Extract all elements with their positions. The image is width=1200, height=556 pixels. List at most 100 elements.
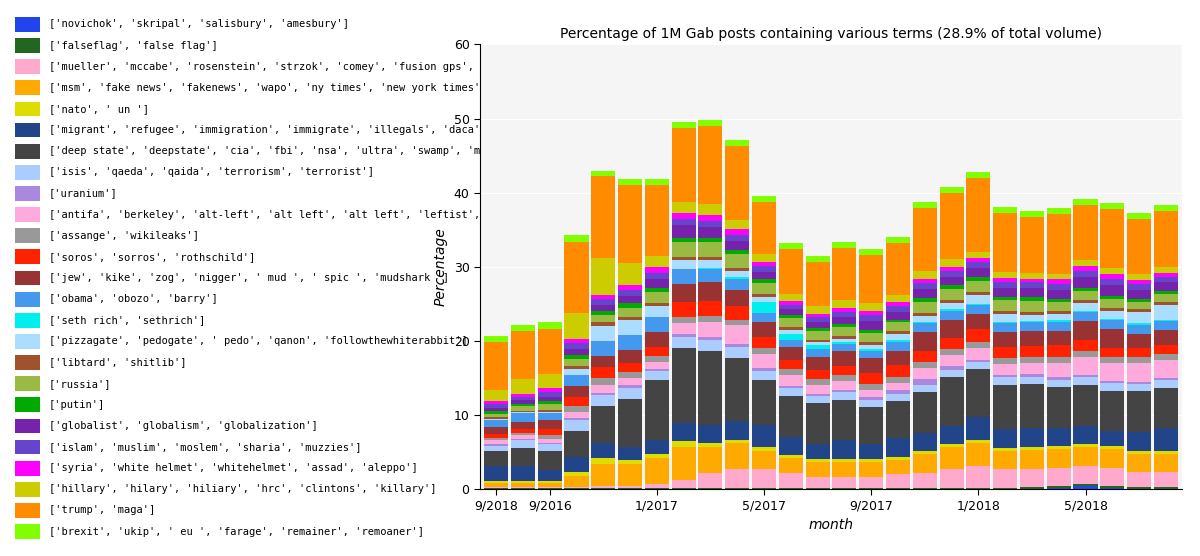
Bar <box>833 342 857 344</box>
Bar <box>1100 274 1124 279</box>
Bar <box>1020 211 1044 217</box>
Bar <box>538 322 562 329</box>
Bar <box>886 322 910 331</box>
Bar <box>752 447 776 451</box>
Bar <box>833 300 857 307</box>
Bar <box>886 438 910 456</box>
Bar <box>805 327 829 331</box>
Bar <box>966 362 990 369</box>
Bar <box>994 385 1018 429</box>
Bar <box>1100 203 1124 209</box>
Text: ['nato', ' un ']: ['nato', ' un '] <box>49 104 149 114</box>
Bar <box>564 472 588 476</box>
Bar <box>779 334 803 340</box>
Bar <box>940 303 964 309</box>
Bar <box>1127 358 1151 363</box>
Bar <box>484 444 508 445</box>
Bar <box>994 347 1018 358</box>
Bar <box>564 313 588 339</box>
Bar <box>1154 320 1178 321</box>
Bar <box>1100 488 1124 489</box>
Bar <box>484 483 508 487</box>
Bar <box>1154 451 1178 454</box>
Bar <box>672 202 696 213</box>
Bar <box>966 292 990 295</box>
Bar <box>1127 323 1151 325</box>
Text: ['deep state', 'deepstate', 'cia', 'fbi', 'nsa', 'ultra', 'swamp', 'mi5', 'mi6',: ['deep state', 'deepstate', 'cia', 'fbi'… <box>49 146 599 156</box>
Bar <box>779 305 803 309</box>
Bar <box>805 345 829 349</box>
Bar <box>779 375 803 386</box>
Bar <box>725 320 749 325</box>
Bar <box>511 440 535 448</box>
Bar <box>14 123 40 137</box>
Bar <box>940 349 964 355</box>
Bar <box>592 378 616 385</box>
Bar <box>805 314 829 317</box>
Bar <box>618 447 642 460</box>
Bar <box>511 483 535 487</box>
Bar <box>511 422 535 429</box>
Bar <box>940 309 964 311</box>
Text: ['uranium']: ['uranium'] <box>49 188 118 198</box>
Bar <box>886 320 910 322</box>
Bar <box>564 487 588 488</box>
Bar <box>14 524 40 539</box>
Bar <box>698 443 722 447</box>
Bar <box>859 398 883 400</box>
Text: ['hillary', 'hilary', 'hiliary', 'hrc', 'clintons', 'killary']: ['hillary', 'hilary', 'hiliary', 'hrc', … <box>49 484 437 494</box>
Bar <box>994 287 1018 296</box>
Bar <box>725 358 749 421</box>
Bar <box>14 292 40 306</box>
Bar <box>14 440 40 454</box>
Bar <box>913 351 937 362</box>
Bar <box>511 429 535 433</box>
Bar <box>994 282 1018 287</box>
Bar <box>1100 296 1124 300</box>
Bar <box>725 220 749 229</box>
Bar <box>592 443 616 458</box>
Bar <box>644 306 668 317</box>
Bar <box>725 140 749 146</box>
Bar <box>752 425 776 447</box>
Bar <box>833 316 857 324</box>
Bar <box>833 307 857 312</box>
Bar <box>484 418 508 419</box>
Bar <box>886 390 910 394</box>
Bar <box>886 401 910 438</box>
Bar <box>913 298 937 302</box>
Bar <box>859 255 883 303</box>
Bar <box>1154 205 1178 211</box>
Bar <box>805 462 829 476</box>
Bar <box>618 335 642 350</box>
Bar <box>1020 429 1044 447</box>
Bar <box>1154 276 1178 282</box>
Bar <box>1127 454 1151 472</box>
Bar <box>1100 300 1124 309</box>
Bar <box>14 207 40 222</box>
Bar <box>1020 358 1044 363</box>
Bar <box>1074 465 1098 484</box>
Bar <box>833 476 857 488</box>
Bar <box>1100 320 1124 329</box>
Bar <box>1100 383 1124 391</box>
Bar <box>913 302 937 313</box>
Bar <box>1074 291 1098 300</box>
Bar <box>1020 376 1044 384</box>
Bar <box>1154 454 1178 472</box>
Bar <box>484 434 508 438</box>
Bar <box>752 354 776 369</box>
Bar <box>484 466 508 481</box>
Bar <box>859 321 883 330</box>
Bar <box>966 305 990 314</box>
Bar <box>538 404 562 410</box>
Bar <box>698 316 722 322</box>
Bar <box>1020 331 1044 346</box>
Bar <box>511 413 535 422</box>
Bar <box>538 470 562 481</box>
Bar <box>833 381 857 390</box>
Bar <box>833 312 857 316</box>
Bar <box>1074 375 1098 378</box>
Bar <box>725 421 749 440</box>
Bar <box>886 488 910 489</box>
